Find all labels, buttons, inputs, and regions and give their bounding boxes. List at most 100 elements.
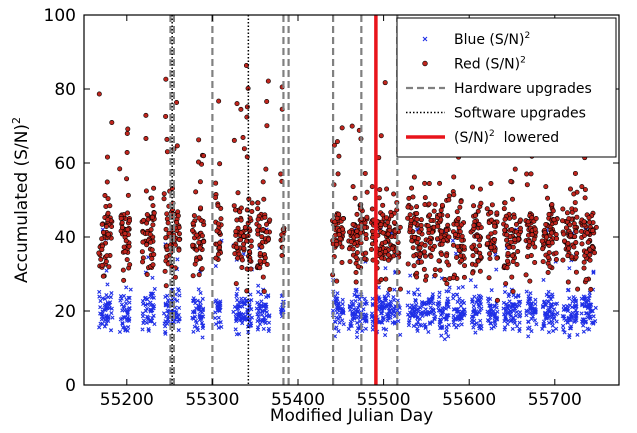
red-point: [262, 214, 268, 220]
blue-point: [176, 305, 182, 310]
legend-label: Hardware upgrades: [454, 81, 592, 97]
blue-point: [527, 297, 532, 302]
blue-point: [340, 301, 345, 307]
blue-point: [415, 287, 420, 292]
red-point: [239, 257, 245, 263]
blue-point: [409, 303, 414, 308]
blue-point: [549, 302, 554, 308]
red-point: [451, 174, 457, 180]
blue-point: [234, 332, 239, 337]
blue-point: [346, 326, 351, 332]
blue-point: [260, 309, 265, 314]
y-tick-label: 60: [54, 154, 76, 174]
red-point: [509, 274, 515, 280]
blue-point: [524, 313, 529, 318]
blue-point: [261, 326, 266, 332]
red-point: [334, 278, 340, 284]
red-point: [255, 206, 261, 212]
blue-point: [572, 304, 577, 309]
blue-point: [352, 312, 358, 317]
red-point: [475, 234, 481, 240]
blue-point: [584, 303, 590, 308]
blue-point: [459, 300, 464, 305]
blue-point: [544, 292, 549, 297]
red-point: [218, 216, 224, 222]
red-point: [439, 202, 445, 208]
red-point: [234, 244, 240, 250]
blue-point: [144, 306, 149, 311]
blue-point: [242, 302, 247, 307]
red-point: [471, 203, 477, 209]
blue-point: [126, 324, 131, 330]
blue-point: [151, 313, 156, 318]
blue-point: [567, 266, 572, 271]
blue-point: [383, 332, 388, 338]
red-point: [125, 126, 131, 132]
blue-point: [362, 296, 367, 301]
blue-point: [524, 308, 529, 313]
red-point: [417, 245, 423, 251]
red-point: [512, 237, 518, 243]
red-point: [166, 230, 172, 236]
red-point: [391, 191, 397, 197]
red-point: [196, 215, 202, 221]
blue-point: [566, 317, 572, 322]
red-point: [505, 250, 511, 256]
blue-point: [534, 322, 539, 327]
red-point: [502, 200, 508, 206]
red-point: [461, 244, 467, 250]
red-point: [121, 277, 127, 283]
blue-point: [103, 302, 108, 307]
blue-point: [370, 303, 376, 308]
red-point: [162, 268, 168, 274]
blue-point: [256, 314, 261, 319]
blue-point: [350, 311, 355, 316]
blue-point: [336, 305, 342, 310]
red-point: [553, 231, 559, 237]
blue-point: [533, 309, 538, 314]
blue-point: [216, 320, 221, 325]
blue-point: [381, 315, 386, 320]
blue-point: [553, 302, 558, 307]
red-point: [488, 181, 494, 187]
red-point: [531, 236, 537, 242]
blue-point: [476, 296, 481, 301]
blue-point: [163, 301, 168, 306]
red-point: [369, 228, 375, 234]
blue-point: [105, 314, 110, 320]
red-point: [339, 125, 345, 131]
blue-point: [416, 309, 421, 314]
red-point: [350, 222, 356, 228]
blue-point: [442, 337, 447, 342]
blue-point: [396, 319, 401, 324]
blue-point: [330, 308, 336, 313]
blue-point: [99, 317, 104, 322]
blue-point: [406, 290, 411, 295]
red-point: [529, 232, 535, 238]
blue-point: [192, 324, 197, 329]
red-point: [477, 186, 483, 192]
red-point: [422, 180, 428, 186]
red-point: [260, 274, 266, 280]
blue-point: [573, 315, 578, 321]
red-point: [397, 286, 403, 292]
blue-point: [238, 313, 243, 318]
blue-point: [593, 305, 598, 310]
red-point: [100, 273, 106, 279]
red-point: [411, 263, 417, 269]
red-point: [385, 219, 391, 225]
blue-point: [216, 302, 221, 307]
red-point: [213, 180, 219, 186]
red-point: [432, 272, 438, 278]
blue-point: [105, 282, 110, 287]
blue-point: [548, 297, 554, 302]
blue-point: [586, 296, 591, 301]
blue-point: [435, 301, 440, 307]
red-point: [584, 230, 590, 236]
red-point: [410, 194, 416, 200]
legend-label-superscript: 2: [524, 31, 530, 41]
red-point: [249, 200, 255, 206]
red-point: [238, 217, 244, 223]
red-point: [567, 222, 573, 228]
blue-point: [255, 318, 260, 324]
